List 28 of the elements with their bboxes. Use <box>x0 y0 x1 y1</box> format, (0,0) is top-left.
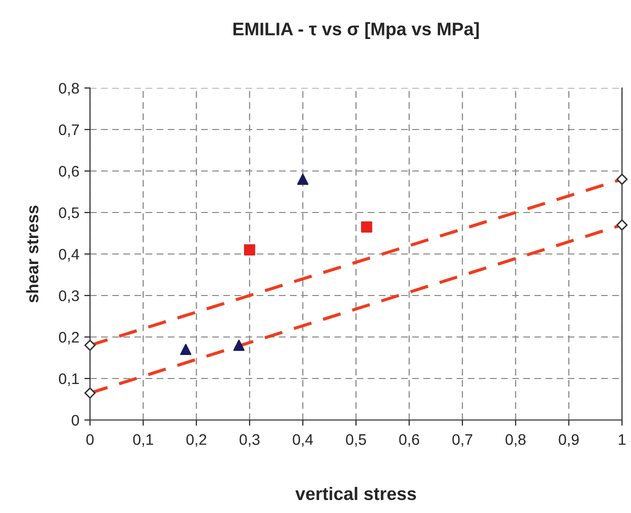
point <box>244 244 256 256</box>
x-tick-label: 0,5 <box>346 434 366 447</box>
y-axis-title: shear stress <box>26 206 38 303</box>
y-tick-label: 0,4 <box>58 248 80 262</box>
x-tick-label: 0 <box>86 434 94 445</box>
y-tick-label: 0,1 <box>58 373 79 386</box>
y-tick-label: 0,2 <box>58 332 79 344</box>
y-tick-label: 0,3 <box>58 290 79 303</box>
x-tick-label: 0,6 <box>399 434 420 447</box>
x-tick-label: 0,2 <box>186 434 206 447</box>
x-tick-label: 1 <box>618 434 626 445</box>
point <box>297 174 308 185</box>
x-tick-label: 0,3 <box>240 434 260 447</box>
y-tick-label: 0,8 <box>58 82 79 96</box>
x-tick-label: 0,9 <box>558 434 579 447</box>
y-tick-label: 0,7 <box>58 124 79 137</box>
chart-title: EMILIA - τ vs σ [Mpa vs MPa] <box>233 22 479 39</box>
x-tick-label: 0,1 <box>133 434 154 447</box>
x-tick-label: 0,7 <box>452 434 472 447</box>
point <box>180 344 192 356</box>
x-tick-label: 0,4 <box>292 434 313 447</box>
y-tick-label: 0 <box>72 414 79 426</box>
point <box>233 340 245 351</box>
y-tick-label: 0,6 <box>58 166 79 178</box>
x-axis-title: vertical stress <box>295 486 416 500</box>
x-tick-label: 0,8 <box>506 434 526 447</box>
point <box>361 221 372 233</box>
y-tick-label: 0,5 <box>58 207 79 220</box>
